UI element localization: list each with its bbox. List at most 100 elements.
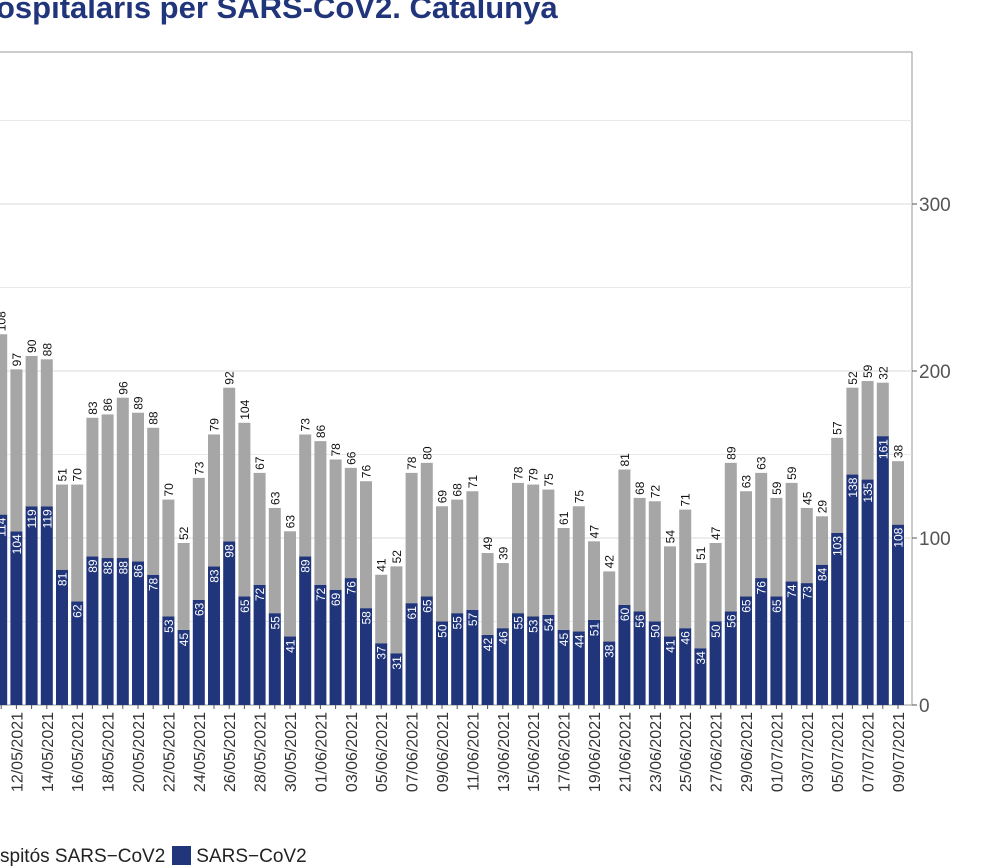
bar-no-sars-cov2 [527, 484, 540, 617]
bar-sars-cov2 [329, 589, 342, 705]
bar-sars-cov2 [223, 541, 236, 705]
bar-no-sars-cov2 [390, 566, 403, 654]
bar-label-sars-cov2: 81 [56, 572, 70, 586]
bar-label-sars-cov2: 83 [208, 569, 222, 583]
bar-no-sars-cov2 [785, 482, 798, 582]
bar-no-sars-cov2 [208, 434, 220, 567]
bar-label-no-sars-cov2: 47 [588, 525, 602, 539]
bar-label-sars-cov2: 53 [527, 619, 541, 633]
bar-label-no-sars-cov2: 83 [86, 401, 100, 415]
bar-label-no-sars-cov2: 68 [633, 481, 647, 495]
bar-label-no-sars-cov2: 89 [132, 396, 146, 410]
bar-label-no-sars-cov2: 51 [694, 546, 708, 560]
bar-no-sars-cov2 [679, 509, 692, 629]
x-tick-label: 15/06/2021 [526, 712, 543, 792]
bar-sars-cov2 [861, 479, 874, 705]
bar-label-no-sars-cov2: 41 [375, 558, 389, 572]
x-tick-label: 24/05/2021 [192, 712, 209, 792]
x-tick-label: 21/06/2021 [617, 712, 634, 792]
bar-label-no-sars-cov2: 38 [892, 445, 906, 459]
bar-label-sars-cov2: 51 [588, 623, 602, 637]
bar-label-no-sars-cov2: 51 [56, 468, 70, 482]
bar-label-no-sars-cov2: 92 [223, 371, 237, 385]
bar-sars-cov2 [40, 506, 53, 705]
bar-label-sars-cov2: 41 [284, 639, 298, 653]
bar-label-no-sars-cov2: 57 [831, 421, 845, 435]
bar-sars-cov2 [542, 614, 555, 705]
legend-blue-swatch [172, 846, 192, 865]
bar-no-sars-cov2 [846, 387, 859, 475]
bar-label-sars-cov2: 56 [633, 614, 647, 628]
bar-label-sars-cov2: 119 [40, 509, 54, 528]
bar-sars-cov2 [770, 596, 783, 705]
bar-label-sars-cov2: 45 [557, 633, 571, 647]
bar-sars-cov2 [648, 621, 661, 705]
bar-label-no-sars-cov2: 89 [724, 446, 738, 460]
bar-sars-cov2 [816, 564, 828, 705]
bar-label-no-sars-cov2: 42 [603, 555, 617, 569]
axes: 0 100 200 300 12/05/2021 14/05/2021 16/05/2021… [0, 195, 951, 792]
bar-no-sars-cov2 [405, 472, 418, 604]
y-tick-label: 300 [919, 195, 951, 216]
bar-no-sars-cov2 [664, 546, 676, 637]
bar-sars-cov2 [588, 619, 600, 705]
bar-label-sars-cov2: 65 [740, 599, 754, 613]
bar-sars-cov2 [268, 613, 281, 705]
x-tick-label: 07/07/2021 [861, 712, 878, 792]
x-tick-label: 01/07/2021 [769, 712, 786, 792]
bar-no-sars-cov2 [481, 553, 494, 635]
bar-label-sars-cov2: 78 [147, 577, 161, 591]
x-tick-label: 22/05/2021 [161, 712, 178, 792]
bar-no-sars-cov2 [496, 563, 509, 629]
bar-no-sars-cov2 [192, 477, 205, 600]
bar-label-sars-cov2: 98 [223, 544, 237, 558]
bars [0, 334, 904, 705]
bar-no-sars-cov2 [299, 434, 312, 557]
bar-no-sars-cov2 [375, 574, 388, 644]
bar-label-no-sars-cov2: 76 [360, 465, 374, 479]
x-tick-label: 11/06/2021 [465, 712, 482, 791]
bar-no-sars-cov2 [25, 355, 38, 507]
bar-label-no-sars-cov2: 49 [481, 536, 495, 550]
bar-sars-cov2 [694, 648, 707, 705]
bar-sars-cov2 [299, 556, 312, 705]
bar-sars-cov2 [405, 603, 418, 705]
x-tick-label: 28/05/2021 [253, 712, 270, 792]
bar-no-sars-cov2 [876, 382, 889, 437]
bar-label-no-sars-cov2: 86 [101, 398, 115, 412]
bar-sars-cov2 [527, 616, 540, 705]
bar-sars-cov2 [740, 596, 752, 705]
x-tick-label: 05/07/2021 [830, 712, 847, 792]
bar-sars-cov2 [846, 474, 859, 705]
bar-label-no-sars-cov2: 59 [861, 364, 875, 378]
bar-label-sars-cov2: 108 [892, 527, 906, 547]
bar-no-sars-cov2 [892, 461, 904, 525]
bar-sars-cov2 [25, 506, 38, 705]
bar-no-sars-cov2 [694, 563, 707, 649]
bar-no-sars-cov2 [420, 462, 433, 597]
bar-label-no-sars-cov2: 54 [664, 530, 678, 544]
bar-label-no-sars-cov2: 73 [192, 461, 206, 475]
bar-label-no-sars-cov2: 47 [709, 526, 723, 540]
bar-sars-cov2 [132, 561, 144, 705]
x-tick-label: 13/06/2021 [496, 712, 513, 792]
bar-label-no-sars-cov2: 63 [284, 515, 298, 529]
x-tick-label: 17/06/2021 [557, 712, 574, 792]
bar-sars-cov2 [208, 566, 220, 705]
bar-label-sars-cov2: 65 [238, 599, 252, 613]
chart-title: ospitalaris per SARS-CoV2. Catalunya [0, 0, 558, 25]
bar-label-sars-cov2: 37 [375, 646, 389, 660]
bar-no-sars-cov2 [436, 506, 448, 622]
bar-no-sars-cov2 [268, 507, 281, 614]
bar-no-sars-cov2 [740, 491, 752, 597]
bar-no-sars-cov2 [329, 459, 342, 590]
bar-label-no-sars-cov2: 97 [10, 353, 24, 367]
bar-label-sars-cov2: 42 [481, 638, 495, 652]
bar-label-sars-cov2: 54 [542, 618, 556, 632]
bar-no-sars-cov2 [542, 489, 555, 615]
bar-sars-cov2 [284, 636, 296, 705]
bar-no-sars-cov2 [223, 387, 236, 542]
bar-label-no-sars-cov2: 78 [329, 443, 343, 457]
bar-label-no-sars-cov2: 88 [147, 411, 161, 425]
x-tick-label: 25/06/2021 [678, 712, 695, 792]
